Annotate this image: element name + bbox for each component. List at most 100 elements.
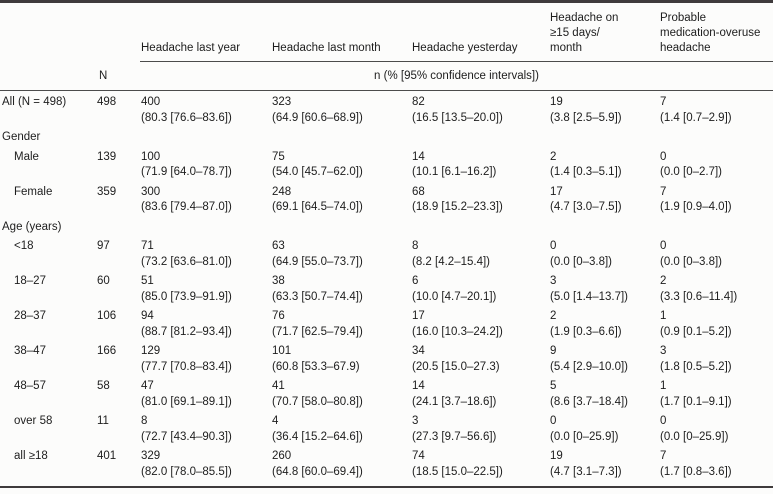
cell-count: 2: [550, 310, 557, 322]
header-spacer-n: [95, 2, 140, 62]
cell-ci: (1.9 [0.3–6.6]): [550, 325, 622, 338]
cell-ci: (64.9 [55.0–73.7]): [272, 255, 363, 268]
cell-ci: (1.7 [0.8–3.6]): [660, 465, 732, 478]
cell-moh: 7 (1.7 [0.8–3.6]): [659, 445, 773, 487]
cell-count: 260: [272, 450, 292, 462]
col-header-headache-last-year: Headache last year: [140, 1, 271, 62]
row-n-value: 58: [97, 380, 110, 392]
cell-count: 75: [272, 150, 285, 163]
col-header-probable-medication-overuse: Probable medication-overuse headache: [659, 1, 773, 62]
row-n-value: 60: [97, 275, 110, 287]
cell-last-month: 260 (64.8 [60.0–69.4]): [271, 445, 411, 487]
cell-count: 248: [272, 185, 292, 198]
cell-last-year: 71 (73.2 [63.6–81.0]): [140, 235, 271, 270]
cell-last-month: 323 (64.9 [60.6–68.9]): [271, 91, 411, 127]
col-header-headache-yesterday: Headache yesterday: [411, 1, 549, 62]
cell-15-days: 2 (1.9 [0.3–6.6]): [549, 305, 659, 340]
cell-yesterday: 17 (16.0 [10.3–24.2]): [411, 305, 549, 340]
cell-15-days: 9 (5.4 [2.9–10.0]): [549, 340, 659, 375]
cell-count: 51: [141, 275, 154, 287]
cell-last-month: 101 (60.8 [53.3–67.9): [271, 340, 411, 375]
row-label: Male: [14, 150, 39, 163]
cell-count: 74: [412, 450, 425, 462]
cell-ci: (16.0 [10.3–24.2]): [412, 325, 503, 338]
cell-count: 3: [660, 345, 667, 357]
row-n-value: 97: [97, 240, 110, 252]
col-header-headache-last-month: Headache last month: [271, 1, 411, 62]
cell-ci: (20.5 [15.0–27.3): [412, 360, 500, 373]
cell-moh: 7 (1.4 [0.7–2.9]): [659, 91, 773, 127]
row-n-value: 401: [97, 450, 117, 462]
measure-unit-header: n (% [95% confidence intervals]): [140, 61, 773, 91]
cell-last-month: 4 (36.4 [15.2–64.6]): [271, 410, 411, 445]
cell-ci: (70.7 [58.0–80.8]): [272, 395, 363, 408]
col-header-headache-15-days-month: Headache on ≥15 days/ month: [549, 1, 659, 62]
cell-last-year: 94 (88.7 [81.2–93.4]): [140, 305, 271, 340]
cell-count: 94: [141, 310, 154, 322]
cell-ci: (71.9 [64.0–78.7]): [141, 166, 232, 178]
cell-ci: (0.0 [0–2.7]): [660, 166, 723, 178]
cell-count: 2: [660, 275, 667, 287]
cell-ci: (71.7 [62.5–79.4]): [272, 325, 363, 338]
table-row-38-47: 38–47 166 129 (77.7 [70.8–83.4]) 101 (60.8…: [0, 340, 773, 375]
cell-count: 3: [550, 275, 557, 287]
header-spacer-label: [0, 2, 95, 62]
cell-ci: (88.7 [81.2–93.4]): [141, 325, 232, 338]
cell-last-year: 300 (83.6 [79.4–87.0]): [140, 181, 271, 216]
cell-count: 63: [272, 240, 285, 252]
cell-count: 76: [272, 310, 285, 322]
cell-ci: (1.7 [0.1–9.1]): [660, 395, 732, 408]
cell-count: 82: [412, 96, 425, 108]
cell-count: 2: [550, 150, 557, 163]
cell-yesterday: 74 (18.5 [15.0–22.5]): [411, 445, 549, 487]
cell-ci: (60.8 [53.3–67.9): [272, 360, 360, 373]
cell-ci: (0.0 [0–3.8]): [550, 255, 613, 268]
table-row-all-over-18: all ≥18 401 329 (82.0 [78.0–85.5]) 260 (64…: [0, 445, 773, 487]
cell-last-month: 41 (70.7 [58.0–80.8]): [271, 375, 411, 410]
cell-last-year: 100 (71.9 [64.0–78.7]): [140, 146, 271, 181]
row-label: Female: [14, 185, 53, 198]
table-row-under-18: <18 97 71 (73.2 [63.6–81.0]) 63 (64.9 [55.…: [0, 235, 773, 270]
cell-count: 8: [412, 240, 419, 252]
cell-ci: (1.4 [0.7–2.9]): [660, 111, 732, 124]
cell-ci: (5.0 [1.4–13.7]): [550, 290, 628, 303]
cell-15-days: 5 (8.6 [3.7–18.4]): [549, 375, 659, 410]
table-row-18-27: 18–27 60 51 (85.0 [73.9–91.9]) 38 (63.3 [5…: [0, 270, 773, 305]
cell-15-days: 19 (4.7 [3.1–7.3]): [549, 445, 659, 487]
col-header-n: N: [95, 61, 140, 91]
cell-last-month: 76 (71.7 [62.5–79.4]): [271, 305, 411, 340]
cell-ci: (24.1 [3.7–18.6]): [412, 395, 497, 408]
table-row-female: Female 359 300 (83.6 [79.4–87.0]) 248 (69.…: [0, 181, 773, 216]
cell-ci: (10.0 [4.7–20.1]): [412, 290, 497, 303]
row-label: 18–27: [14, 275, 46, 287]
cell-count: 1: [660, 310, 667, 322]
cell-ci: (81.0 [69.1–89.1]): [141, 395, 232, 408]
cell-count: 0: [550, 240, 557, 252]
cell-yesterday: 6 (10.0 [4.7–20.1]): [411, 270, 549, 305]
cell-ci: (18.5 [15.0–22.5]): [412, 465, 503, 478]
cell-ci: (0.9 [0.1–5.2]): [660, 325, 732, 338]
cell-count: 14: [412, 380, 425, 392]
cell-ci: (0.0 [0–3.8]): [660, 255, 723, 268]
row-n-value: 139: [97, 150, 117, 163]
row-n-value: 166: [97, 345, 117, 357]
cell-15-days: 17 (4.7 [3.0–7.5]): [549, 181, 659, 216]
cell-ci: (4.7 [3.0–7.5]): [550, 201, 622, 213]
cell-moh: 3 (1.8 [0.5–5.2]): [659, 340, 773, 375]
cell-15-days: 0 (0.0 [0–3.8]): [549, 235, 659, 270]
cell-moh: 1 (0.9 [0.1–5.2]): [659, 305, 773, 340]
cell-yesterday: 3 (27.3 [9.7–56.6]): [411, 410, 549, 445]
cell-last-year: 8 (72.7 [43.4–90.3]): [140, 410, 271, 445]
cell-count: 38: [272, 275, 285, 287]
row-n-value: 106: [97, 310, 117, 322]
cell-last-year: 329 (82.0 [78.0–85.5]): [140, 445, 271, 487]
row-label: 28–37: [14, 310, 46, 322]
cell-moh: 0 (0.0 [0–3.8]): [659, 235, 773, 270]
cell-ci: (8.2 [4.2–15.4]): [412, 255, 490, 268]
cell-ci: (4.7 [3.1–7.3]): [550, 465, 622, 478]
cell-count: 7: [660, 185, 667, 198]
cell-ci: (10.1 [6.1–16.2]): [412, 166, 497, 178]
cell-count: 17: [412, 310, 425, 322]
cell-last-year: 129 (77.7 [70.8–83.4]): [140, 340, 271, 375]
